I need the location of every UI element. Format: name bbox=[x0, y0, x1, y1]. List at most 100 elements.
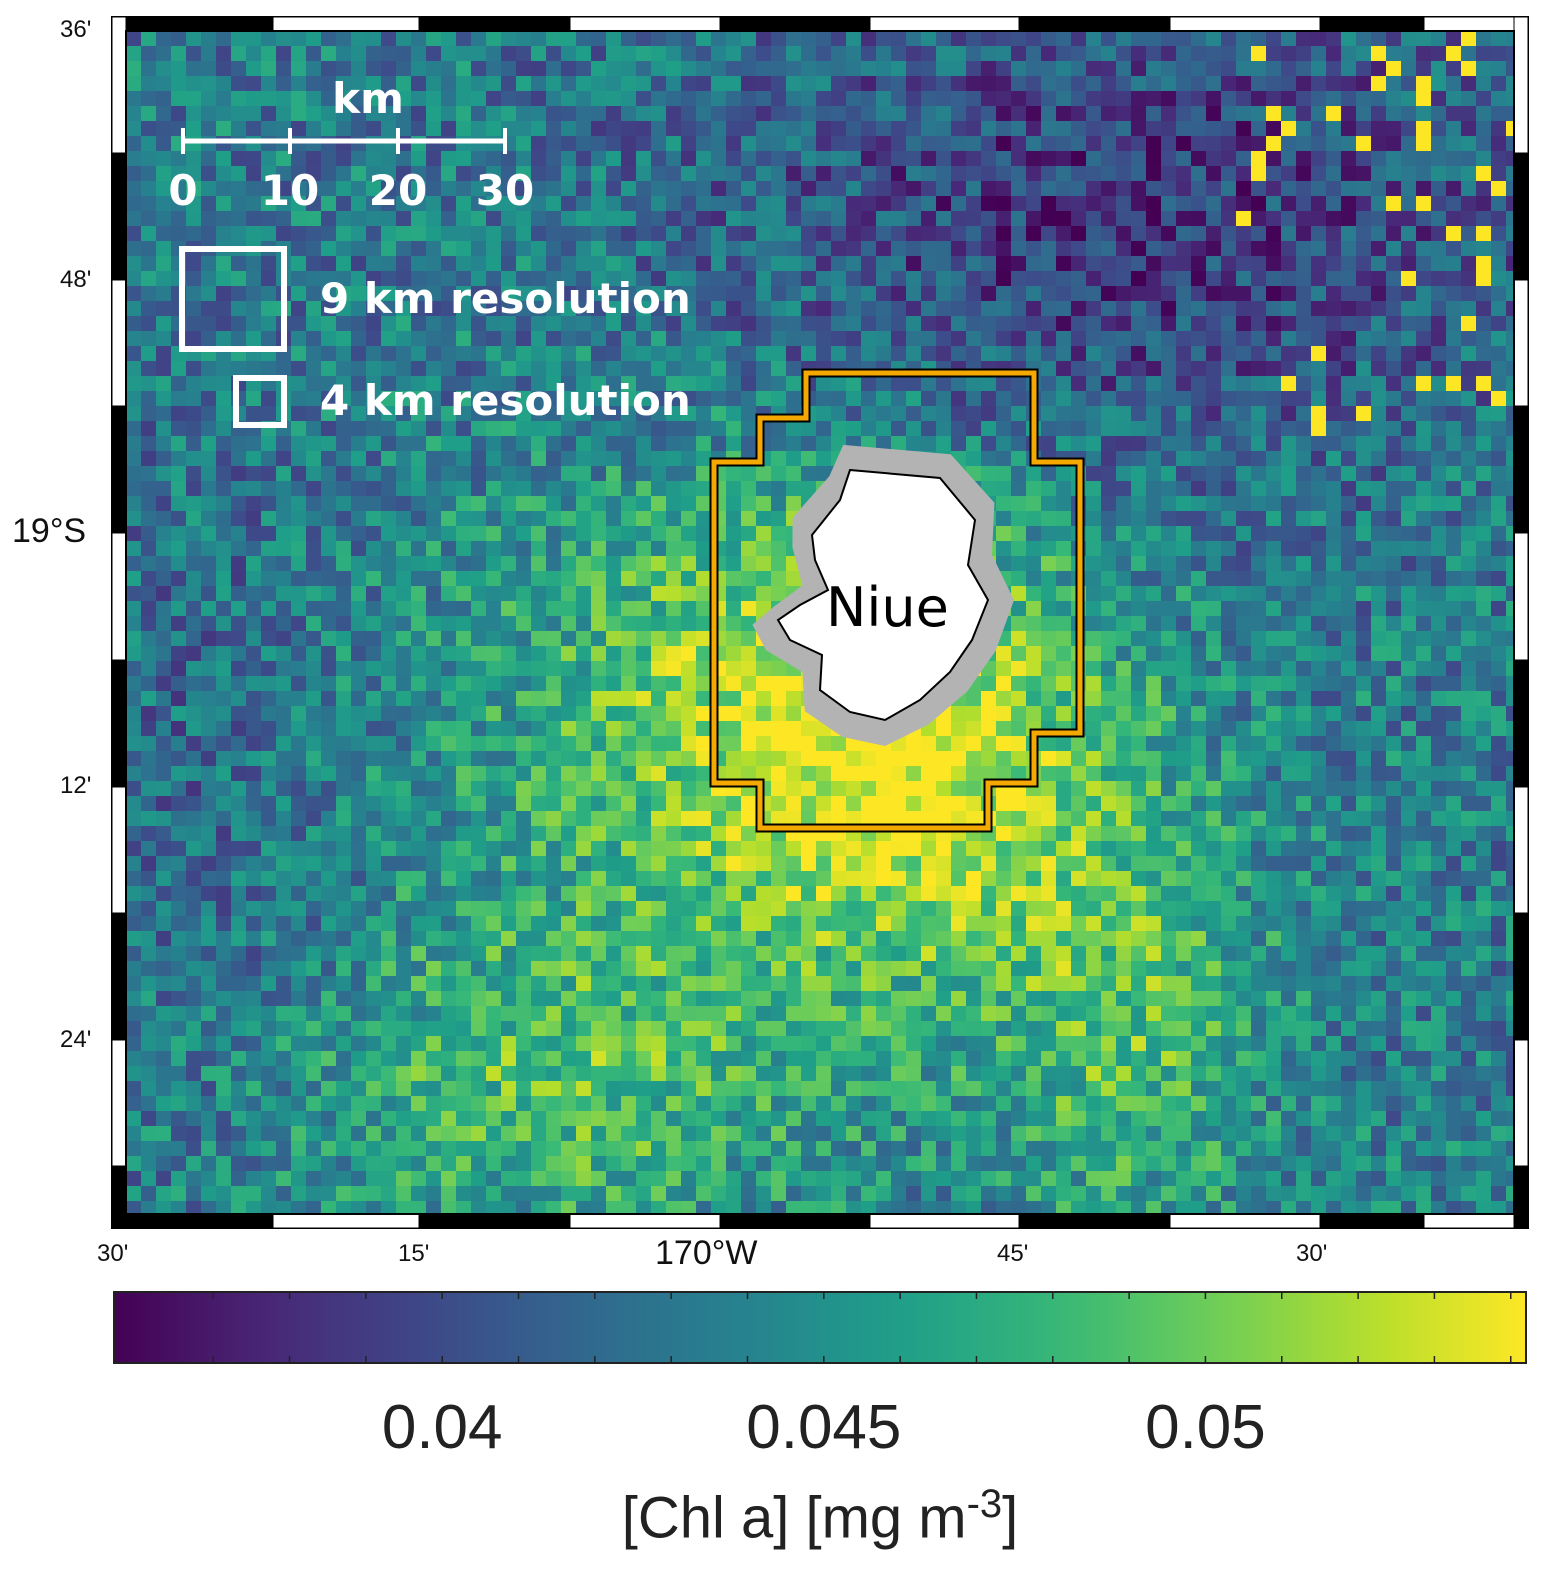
chl-cell bbox=[1461, 361, 1476, 376]
chl-cell bbox=[1026, 601, 1041, 616]
chl-cell bbox=[381, 76, 396, 91]
chl-cell bbox=[861, 301, 876, 316]
chl-cell bbox=[1326, 166, 1341, 181]
chl-cell bbox=[1056, 676, 1071, 691]
chl-cell bbox=[141, 466, 156, 481]
chl-cell bbox=[126, 31, 141, 46]
chl-cell bbox=[1341, 616, 1356, 631]
chl-cell bbox=[561, 406, 576, 421]
chl-cell bbox=[381, 751, 396, 766]
chl-cell bbox=[1131, 76, 1146, 91]
chl-cell bbox=[141, 226, 156, 241]
chl-cell bbox=[1011, 616, 1026, 631]
chl-cell bbox=[1386, 421, 1401, 436]
chl-cell bbox=[321, 256, 336, 271]
chl-cell bbox=[1116, 226, 1131, 241]
chl-cell bbox=[1296, 286, 1311, 301]
chl-cell bbox=[1311, 646, 1326, 661]
chl-cell bbox=[1326, 256, 1341, 271]
chl-cell bbox=[1011, 391, 1026, 406]
chl-cell bbox=[516, 316, 531, 331]
chl-cell bbox=[726, 316, 741, 331]
chl-cell bbox=[486, 241, 501, 256]
chl-cell bbox=[1296, 421, 1311, 436]
chl-cell bbox=[231, 76, 246, 91]
chl-cell bbox=[351, 196, 366, 211]
chl-cell bbox=[666, 181, 681, 196]
chl-cell bbox=[546, 736, 561, 751]
chl-cell bbox=[186, 571, 201, 586]
chl-cell bbox=[231, 661, 246, 676]
chl-cell bbox=[156, 541, 171, 556]
chl-cell bbox=[126, 526, 141, 541]
chl-cell bbox=[1446, 136, 1461, 151]
chl-cell bbox=[771, 466, 786, 481]
chl-cell bbox=[486, 406, 501, 421]
chl-cell bbox=[861, 121, 876, 136]
chl-cell bbox=[561, 361, 576, 376]
chl-cell bbox=[1191, 271, 1206, 286]
chl-cell bbox=[411, 616, 426, 631]
chl-cell bbox=[951, 121, 966, 136]
chl-cell bbox=[921, 46, 936, 61]
chl-cell bbox=[201, 496, 216, 511]
chl-cell bbox=[1326, 376, 1341, 391]
chl-cell bbox=[471, 496, 486, 511]
chl-cell bbox=[831, 331, 846, 346]
chl-cell bbox=[1146, 301, 1161, 316]
chl-cell bbox=[741, 346, 756, 361]
chl-cell bbox=[1176, 661, 1191, 676]
chl-cell bbox=[1161, 601, 1176, 616]
chl-cell bbox=[1446, 256, 1461, 271]
chl-cell bbox=[201, 76, 216, 91]
chl-cell bbox=[366, 451, 381, 466]
chl-cell bbox=[1446, 376, 1461, 391]
chl-cell bbox=[1431, 241, 1446, 256]
chl-cell bbox=[1326, 781, 1341, 796]
chl-cell bbox=[126, 856, 141, 871]
chl-cell bbox=[336, 511, 351, 526]
chl-cell bbox=[1431, 601, 1446, 616]
chl-cell bbox=[681, 91, 696, 106]
chl-cell bbox=[531, 616, 546, 631]
chl-cell bbox=[546, 256, 561, 271]
chl-cell bbox=[1476, 781, 1491, 796]
chl-cell bbox=[486, 226, 501, 241]
chl-cell bbox=[576, 421, 591, 436]
chl-cell bbox=[1311, 721, 1326, 736]
chl-cell bbox=[186, 586, 201, 601]
chl-cell bbox=[141, 661, 156, 676]
chl-cell bbox=[576, 586, 591, 601]
chl-cell bbox=[561, 181, 576, 196]
chl-cell bbox=[381, 841, 396, 856]
chl-cell bbox=[351, 586, 366, 601]
chl-cell bbox=[1431, 46, 1446, 61]
chl-cell bbox=[1146, 766, 1161, 781]
chl-cell bbox=[366, 676, 381, 691]
chl-cell bbox=[621, 226, 636, 241]
chl-cell bbox=[201, 391, 216, 406]
chl-cell bbox=[1491, 271, 1506, 286]
chl-cell bbox=[711, 826, 726, 841]
chl-cell bbox=[1026, 616, 1041, 631]
chl-cell bbox=[771, 511, 786, 526]
chl-cell bbox=[1146, 721, 1161, 736]
chl-cell bbox=[951, 391, 966, 406]
chl-cell bbox=[1056, 526, 1071, 541]
chl-cell bbox=[756, 721, 771, 736]
chl-cell bbox=[786, 346, 801, 361]
chl-cell bbox=[381, 826, 396, 841]
chl-cell bbox=[246, 511, 261, 526]
chl-cell bbox=[426, 496, 441, 511]
chl-cell bbox=[1416, 766, 1431, 781]
chl-cell bbox=[906, 241, 921, 256]
chl-cell bbox=[216, 61, 231, 76]
chl-cell bbox=[1296, 361, 1311, 376]
chl-cell bbox=[276, 76, 291, 91]
chl-cell bbox=[216, 91, 231, 106]
chl-cell bbox=[1086, 706, 1101, 721]
chl-cell bbox=[816, 181, 831, 196]
chl-cell bbox=[216, 301, 231, 316]
chl-cell bbox=[786, 811, 801, 826]
chl-cell bbox=[396, 151, 411, 166]
